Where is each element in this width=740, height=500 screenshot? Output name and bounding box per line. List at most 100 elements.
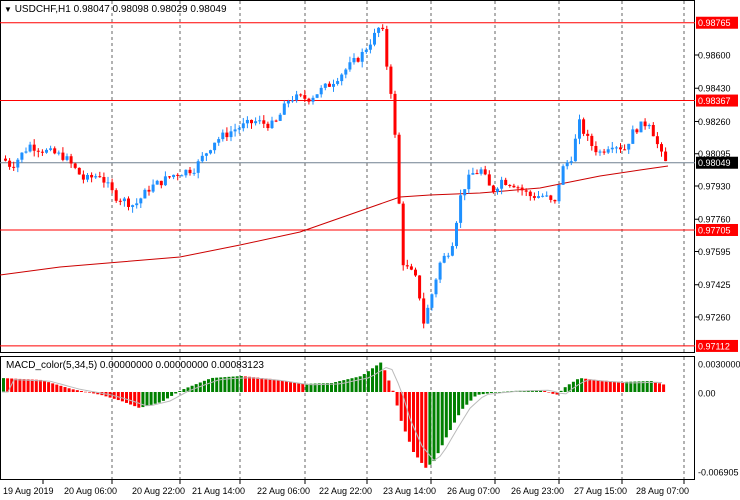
candle-body[interactable] <box>147 189 151 192</box>
candle-body[interactable] <box>479 169 483 174</box>
candle-body[interactable] <box>176 174 180 176</box>
candle-body[interactable] <box>455 222 458 247</box>
candle-body[interactable] <box>483 169 487 175</box>
candle-body[interactable] <box>553 199 557 202</box>
candle-body[interactable] <box>647 124 651 127</box>
candle-body[interactable] <box>368 44 372 50</box>
candle-body[interactable] <box>151 184 155 192</box>
candle-body[interactable] <box>118 200 122 202</box>
candle-body[interactable] <box>327 83 331 87</box>
candle-body[interactable] <box>405 265 409 267</box>
candle-body[interactable] <box>204 153 208 156</box>
candle-body[interactable] <box>65 156 69 160</box>
candle-body[interactable] <box>504 179 508 186</box>
candle-body[interactable] <box>660 144 663 152</box>
candle-body[interactable] <box>270 120 274 129</box>
candle-body[interactable] <box>352 57 356 63</box>
candle-body[interactable] <box>192 172 196 174</box>
candle-body[interactable] <box>94 176 98 178</box>
candle-body[interactable] <box>36 150 40 152</box>
candle-body[interactable] <box>434 279 438 295</box>
price-pane[interactable] <box>0 0 695 353</box>
candle-body[interactable] <box>163 176 167 186</box>
candle-body[interactable] <box>200 155 204 162</box>
candle-body[interactable] <box>336 81 340 84</box>
candle-body[interactable] <box>639 121 643 133</box>
candle-body[interactable] <box>45 149 48 153</box>
candle-body[interactable] <box>209 150 212 154</box>
candlesticks[interactable] <box>4 24 668 329</box>
candle-body[interactable] <box>303 95 307 99</box>
candle-body[interactable] <box>16 159 20 168</box>
candle-body[interactable] <box>430 294 434 308</box>
candle-body[interactable] <box>516 187 520 189</box>
candle-body[interactable] <box>102 177 106 183</box>
candle-body[interactable] <box>610 147 614 150</box>
candle-body[interactable] <box>381 27 385 30</box>
candle-body[interactable] <box>319 87 323 95</box>
horizontal-levels[interactable] <box>0 22 695 347</box>
candle-body[interactable] <box>180 175 184 177</box>
candle-body[interactable] <box>475 173 479 175</box>
candle-body[interactable] <box>520 187 524 191</box>
candle-body[interactable] <box>122 198 126 202</box>
candle-body[interactable] <box>573 138 577 162</box>
candle-body[interactable] <box>360 51 364 62</box>
candle-body[interactable] <box>315 94 319 98</box>
candle-body[interactable] <box>262 120 266 124</box>
candle-body[interactable] <box>578 119 581 139</box>
candle-body[interactable] <box>291 100 294 102</box>
candle-body[interactable] <box>532 196 536 198</box>
candle-body[interactable] <box>422 298 426 324</box>
candle-body[interactable] <box>311 97 315 102</box>
candle-body[interactable] <box>594 145 598 153</box>
candle-body[interactable] <box>86 174 89 180</box>
candle-body[interactable] <box>250 119 253 124</box>
candle-body[interactable] <box>487 174 491 186</box>
candle-body[interactable] <box>549 195 553 200</box>
candle-body[interactable] <box>635 129 639 133</box>
candle-body[interactable] <box>28 144 32 152</box>
candle-body[interactable] <box>537 196 540 198</box>
candle-body[interactable] <box>188 169 192 174</box>
candle-body[interactable] <box>606 149 610 153</box>
candle-body[interactable] <box>258 120 262 122</box>
candle-body[interactable] <box>348 62 352 70</box>
candle-body[interactable] <box>299 94 303 96</box>
candle-body[interactable] <box>614 147 618 149</box>
candle-body[interactable] <box>127 198 130 207</box>
candle-body[interactable] <box>409 266 413 270</box>
candle-body[interactable] <box>340 74 344 82</box>
candle-body[interactable] <box>377 27 381 33</box>
candle-body[interactable] <box>69 156 73 164</box>
candle-body[interactable] <box>373 32 376 45</box>
candle-body[interactable] <box>49 148 53 150</box>
candle-body[interactable] <box>106 182 110 184</box>
candle-body[interactable] <box>664 151 668 162</box>
candle-body[interactable] <box>32 144 36 151</box>
candle-body[interactable] <box>282 103 286 115</box>
candle-body[interactable] <box>114 190 118 201</box>
candle-body[interactable] <box>131 205 135 207</box>
candle-body[interactable] <box>217 139 221 143</box>
candle-body[interactable] <box>557 184 561 202</box>
candle-body[interactable] <box>627 143 631 150</box>
candle-body[interactable] <box>53 148 57 154</box>
candle-body[interactable] <box>500 179 504 189</box>
candle-body[interactable] <box>168 176 171 178</box>
candle-body[interactable] <box>295 94 299 101</box>
candle-body[interactable] <box>545 195 549 197</box>
candle-body[interactable] <box>356 57 360 62</box>
candle-body[interactable] <box>266 123 270 129</box>
candle-body[interactable] <box>561 166 565 185</box>
candle-body[interactable] <box>397 134 401 204</box>
candle-body[interactable] <box>364 49 368 52</box>
candle-body[interactable] <box>159 180 163 186</box>
candle-body[interactable] <box>623 149 627 151</box>
candle-body[interactable] <box>471 173 475 175</box>
candle-body[interactable] <box>184 169 188 176</box>
candle-body[interactable] <box>77 167 81 175</box>
candle-body[interactable] <box>598 151 602 153</box>
candle-body[interactable] <box>233 129 237 132</box>
candle-body[interactable] <box>221 132 225 140</box>
